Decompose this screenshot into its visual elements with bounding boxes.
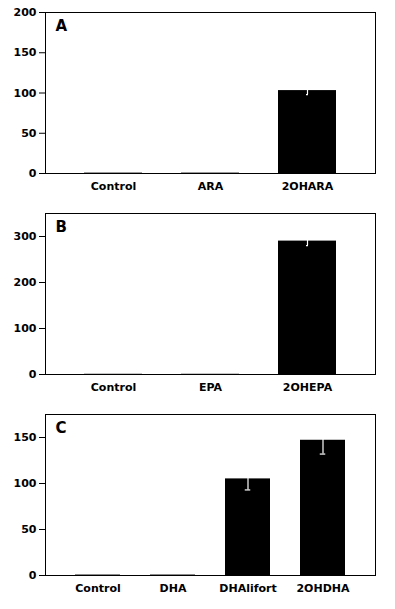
svg-text:150: 150: [14, 431, 37, 444]
svg-text:2OHARA: 2OHARA: [282, 180, 334, 193]
svg-text:150: 150: [14, 46, 37, 59]
svg-text:B: B: [56, 218, 67, 236]
svg-text:0: 0: [29, 167, 37, 180]
svg-text:100: 100: [14, 322, 37, 335]
svg-text:Control: Control: [75, 582, 120, 595]
svg-text:A: A: [56, 17, 68, 35]
svg-text:2OHDHA: 2OHDHA: [296, 582, 350, 595]
svg-text:ARA: ARA: [198, 180, 224, 193]
svg-text:100: 100: [14, 87, 37, 100]
svg-text:2OHEPA: 2OHEPA: [283, 381, 333, 394]
svg-text:50: 50: [21, 523, 37, 536]
svg-text:C: C: [56, 419, 67, 437]
svg-text:Control: Control: [91, 180, 136, 193]
svg-text:DHAlifort: DHAlifort: [219, 582, 276, 595]
svg-text:0: 0: [29, 569, 37, 582]
svg-text:Control: Control: [91, 381, 136, 394]
svg-text:0: 0: [29, 368, 37, 381]
svg-text:EPA: EPA: [199, 381, 223, 394]
svg-text:200: 200: [14, 276, 37, 289]
svg-text:200: 200: [14, 6, 37, 19]
svg-text:50: 50: [21, 127, 37, 140]
svg-text:100: 100: [14, 477, 37, 490]
svg-text:DHA: DHA: [160, 582, 187, 595]
svg-text:300: 300: [14, 230, 37, 243]
